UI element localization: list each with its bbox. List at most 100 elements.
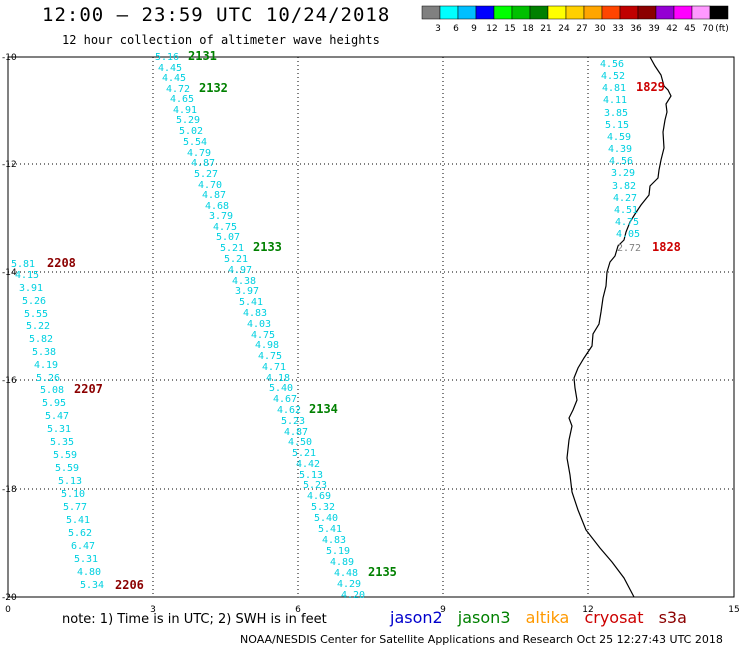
swh-value: 3.79 — [209, 211, 233, 222]
credit-text: NOAA/NESDIS Center for Satellite Applica… — [240, 633, 723, 646]
legend-swatch — [511, 5, 531, 20]
swh-value: 5.29 — [176, 115, 200, 126]
swh-value: 4.29 — [337, 579, 361, 590]
pass-label: 2131 — [188, 49, 217, 63]
swh-value: 5.16 — [155, 52, 179, 63]
swh-value: 4.59 — [607, 132, 631, 143]
swh-value: 5.22 — [26, 321, 50, 332]
swh-value: 4.72 — [166, 84, 190, 95]
pass-label: 2132 — [199, 81, 228, 95]
lat-tick-label: -14 — [2, 268, 17, 278]
legend-label: 18 — [522, 24, 534, 34]
swh-value: 5.08 — [40, 385, 64, 396]
swh-value: 4.81 — [602, 83, 626, 94]
swh-values: 5.164.454.454.724.654.915.295.025.544.79… — [11, 52, 641, 601]
swh-value: 4.05 — [616, 229, 640, 240]
swh-value: 4.15 — [15, 270, 39, 281]
legend-swatch — [475, 5, 495, 20]
swh-value: 4.39 — [608, 144, 632, 155]
swh-value: 5.95 — [42, 398, 66, 409]
swh-value: 2.72 — [617, 243, 641, 254]
lat-tick-label: -12 — [2, 160, 17, 170]
legend-swatch — [655, 5, 675, 20]
legend-swatch — [439, 5, 459, 20]
swh-value: 5.31 — [47, 424, 71, 435]
swh-value: 4.56 — [609, 156, 633, 167]
swh-value: 4.71 — [262, 362, 286, 373]
legend-label: 21 — [540, 24, 551, 34]
legend-label: 24 — [558, 24, 570, 34]
swh-value: 4.50 — [288, 437, 312, 448]
pass-label: 2208 — [47, 256, 76, 270]
swh-value: 5.35 — [50, 437, 74, 448]
swh-value: 5.13 — [299, 470, 323, 481]
legend-swatch — [547, 5, 567, 20]
swh-value: 3.82 — [612, 181, 636, 192]
sat-altika: altika — [525, 608, 570, 627]
swh-value: 4.75 — [258, 351, 282, 362]
legend-swatch — [457, 5, 477, 20]
swh-value: 5.27 — [194, 169, 218, 180]
swh-value: 4.87 — [284, 427, 308, 438]
swh-value: 5.55 — [24, 309, 48, 320]
swh-value: 5.26 — [36, 373, 60, 384]
swh-value: 4.87 — [202, 190, 226, 201]
swh-value: 5.38 — [32, 347, 56, 358]
swh-value: 4.45 — [162, 73, 186, 84]
legend-label: 33 — [612, 24, 623, 34]
sat-s3a: s3a — [658, 608, 687, 627]
legend-swatch — [619, 5, 639, 20]
swh-value: 4.38 — [232, 276, 256, 287]
lat-tick-label: -10 — [2, 53, 17, 63]
sat-jason2: jason2 — [390, 608, 443, 627]
legend-label: 30 — [594, 24, 606, 34]
swh-value: 4.70 — [198, 180, 222, 191]
swh-value: 4.75 — [213, 222, 237, 233]
swh-value: 5.40 — [314, 513, 338, 524]
swh-value: 4.51 — [614, 205, 638, 216]
swh-value: 5.21 — [224, 254, 248, 265]
swh-value: 5.34 — [80, 580, 104, 591]
map-title: 12:00 – 23:59 UTC 10/24/2018 — [42, 4, 391, 26]
swh-value: 4.65 — [170, 94, 194, 105]
map-subtitle: 12 hour collection of altimeter wave hei… — [62, 33, 380, 47]
swh-value: 5.15 — [605, 120, 629, 131]
pass-label: 1829 — [636, 80, 665, 94]
swh-value: 5.41 — [318, 524, 342, 535]
legend-label: 36 — [630, 24, 642, 34]
legend-label: 39 — [648, 24, 660, 34]
legend-swatch — [637, 5, 657, 20]
swh-value: 4.42 — [296, 459, 320, 470]
swh-value: 4.89 — [330, 557, 354, 568]
swh-value: 4.62 — [277, 405, 301, 416]
swh-value: 5.41 — [239, 297, 263, 308]
swh-value: 4.48 — [334, 568, 358, 579]
note-text: note: 1) Time is in UTC; 2) SWH is in fe… — [62, 612, 327, 627]
swh-value: 5.31 — [74, 554, 98, 565]
lon-tick-label: 3 — [150, 605, 156, 615]
legend-label: 3 — [435, 24, 441, 34]
swh-value: 3.97 — [235, 286, 259, 297]
swh-value: 4.45 — [158, 63, 182, 74]
lon-tick-label: 15 — [728, 605, 739, 615]
lon-tick-label: 12 — [582, 605, 593, 615]
swh-value: 5.59 — [53, 450, 77, 461]
legend-label: 12 — [486, 24, 497, 34]
swh-color-legend: 3 6 9 12 15 18 21 24 27 30 33 36 39 42 45 70 (ft) — [421, 5, 729, 34]
swh-value: 4.68 — [205, 201, 229, 212]
legend-label: 70 — [702, 24, 714, 34]
legend-swatch — [493, 5, 513, 20]
swh-value: 5.07 — [216, 232, 240, 243]
swh-value: 4.83 — [243, 308, 267, 319]
swh-value: 5.26 — [22, 296, 46, 307]
lon-tick-label: 9 — [440, 605, 446, 615]
legend-swatch — [691, 5, 711, 20]
pass-labels: 2131 2132 2133 2134 2135 2208 2207 2206 1829 1828 — [47, 49, 681, 592]
lat-tick-label: -16 — [2, 376, 17, 386]
swh-value: 4.97 — [228, 265, 252, 276]
swh-value: 5.23 — [281, 416, 305, 427]
swh-value: 4.87 — [191, 158, 215, 169]
lon-tick-label: 0 — [5, 605, 11, 615]
plot-frame — [7, 56, 735, 598]
swh-value: 4.67 — [273, 394, 297, 405]
